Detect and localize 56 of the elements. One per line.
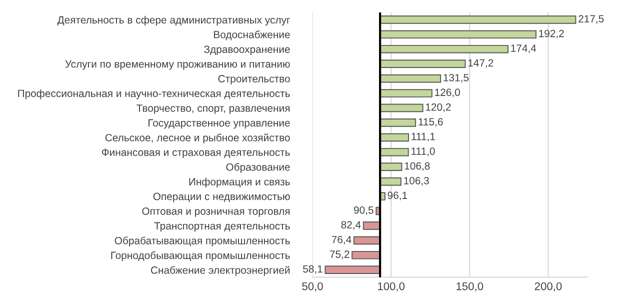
y-tick-label: Деятельность в сфере административных услуг	[57, 16, 290, 26]
y-tick-label: Обрабатывающая промышленность	[114, 236, 290, 246]
bar	[380, 44, 508, 54]
data-label: 126,0	[435, 88, 460, 98]
x-tick-label: 200,0	[534, 282, 562, 292]
bar	[380, 148, 409, 156]
y-tick-label: Снабжение электроэнергией	[151, 266, 290, 276]
data-label: 120,2	[426, 103, 451, 112]
data-label: 96,1	[388, 192, 408, 200]
y-tick-label: Профессиональная и научно-техническая деятельность	[18, 89, 290, 100]
bar	[380, 74, 442, 83]
y-tick-label: Финансовая и страховая деятельность	[102, 148, 290, 158]
bar	[380, 30, 536, 39]
y-tick-label: Государственное управление	[148, 119, 290, 129]
y-tick-label: Операции с недвижимостью	[153, 192, 290, 202]
y-tick-label: Услуги по временному проживанию и питанию	[65, 60, 290, 70]
y-tick-label: Сельское, лесное и рыбное хозяйство	[105, 134, 290, 144]
y-tick-label: Здравоохранение	[204, 46, 290, 56]
bar	[352, 250, 381, 260]
bar	[380, 89, 432, 98]
bar	[380, 60, 466, 68]
y-tick-label: Водоснабжение	[214, 30, 290, 40]
y-tick-label: Творчество, спорт, развлечения	[136, 104, 290, 114]
y-tick-label: Транспортная деятельность	[154, 222, 290, 232]
x-tick-label: 100,0	[378, 282, 405, 292]
bar	[380, 162, 402, 171]
data-label: 217,5	[578, 15, 604, 24]
y-tick-label: Информация и связь	[189, 178, 290, 188]
bar	[380, 133, 409, 142]
y-tick-label: Образование	[226, 163, 290, 173]
bar	[324, 266, 381, 274]
data-label: 76,4	[332, 236, 352, 244]
y-tick-label: Оптовая и розничная торговля	[142, 207, 290, 217]
data-label: 111,0	[412, 148, 435, 156]
data-label: 58,1	[303, 265, 322, 274]
data-label: 75,2	[330, 250, 350, 260]
data-label: 147,2	[468, 59, 494, 68]
data-label: 192,2	[539, 30, 564, 38]
bar	[362, 222, 381, 230]
x-tick-label: 50,0	[302, 282, 323, 292]
bar	[354, 236, 381, 245]
data-label: 115,6	[418, 118, 443, 127]
data-label: 106,8	[404, 162, 430, 171]
data-label: 111,1	[412, 132, 435, 142]
bar	[380, 16, 576, 24]
data-label: 106,3	[404, 176, 429, 186]
bar	[380, 104, 424, 112]
data-label: 131,5	[444, 74, 469, 83]
y-tick-label: Горнодобывающая промышленность	[111, 251, 290, 262]
x-tick-label: 150,0	[456, 282, 484, 292]
data-label: 82,4	[341, 221, 361, 230]
y-tick-label: Строительство	[218, 75, 290, 84]
bar	[380, 177, 402, 186]
data-label: 90,5	[354, 206, 374, 216]
bar	[380, 118, 416, 127]
data-label: 174,4	[511, 44, 536, 54]
